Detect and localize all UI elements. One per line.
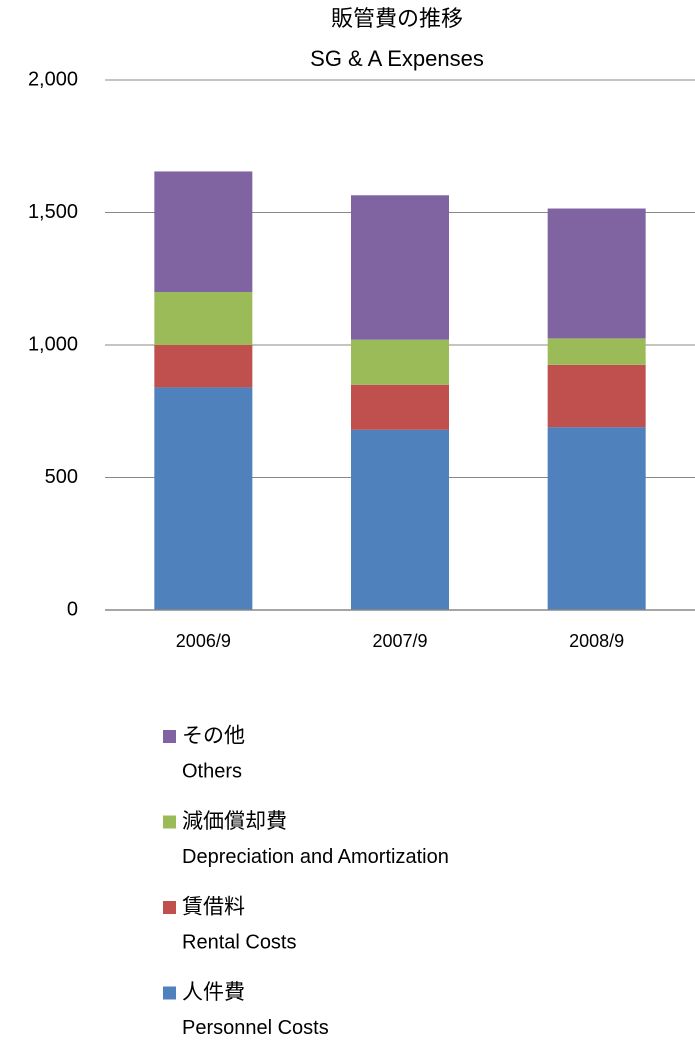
legend-swatch: [163, 730, 176, 743]
y-tick-label: 1,000: [28, 333, 78, 355]
legend-label-en: Rental Costs: [182, 931, 297, 953]
y-tick-label: 2,000: [28, 68, 78, 90]
legend-swatch: [163, 815, 176, 829]
bar-segment: [547, 427, 646, 610]
chart-title: 販管費の推移: [331, 6, 463, 31]
legend-swatch: [163, 986, 176, 1000]
bar-segment: [351, 384, 449, 430]
legend-label: 賃借料: [182, 896, 245, 919]
legend-label-en: Depreciation and Amortization: [182, 846, 449, 868]
bar-segment: [351, 429, 449, 610]
bar-segment: [547, 338, 646, 365]
y-tick-label: 1,500: [28, 201, 78, 223]
chart-subtitle: SG & A Expenses: [310, 46, 484, 71]
bar-segment: [351, 339, 449, 385]
x-tick-label: 2006/9: [176, 631, 231, 651]
bar-segment: [154, 345, 253, 388]
legend-label: 減価償却費: [182, 810, 287, 833]
x-tick-label: 2007/9: [372, 631, 427, 651]
bar-segment: [547, 364, 646, 428]
bar-segment: [351, 195, 449, 340]
legend-label-en: Others: [182, 760, 242, 782]
legend-label-en: Personnel Costs: [182, 1017, 329, 1039]
y-tick-label: 500: [45, 466, 78, 488]
legend-label: 人件費: [182, 981, 245, 1004]
bar-segment: [154, 171, 253, 292]
bar-segment: [547, 208, 646, 339]
legend-label: その他: [182, 725, 245, 748]
y-tick-label: 0: [67, 598, 78, 620]
bar-segment: [154, 292, 253, 345]
x-tick-label: 2008/9: [569, 631, 624, 651]
legend-swatch: [163, 901, 176, 914]
bar-segment: [154, 387, 253, 610]
